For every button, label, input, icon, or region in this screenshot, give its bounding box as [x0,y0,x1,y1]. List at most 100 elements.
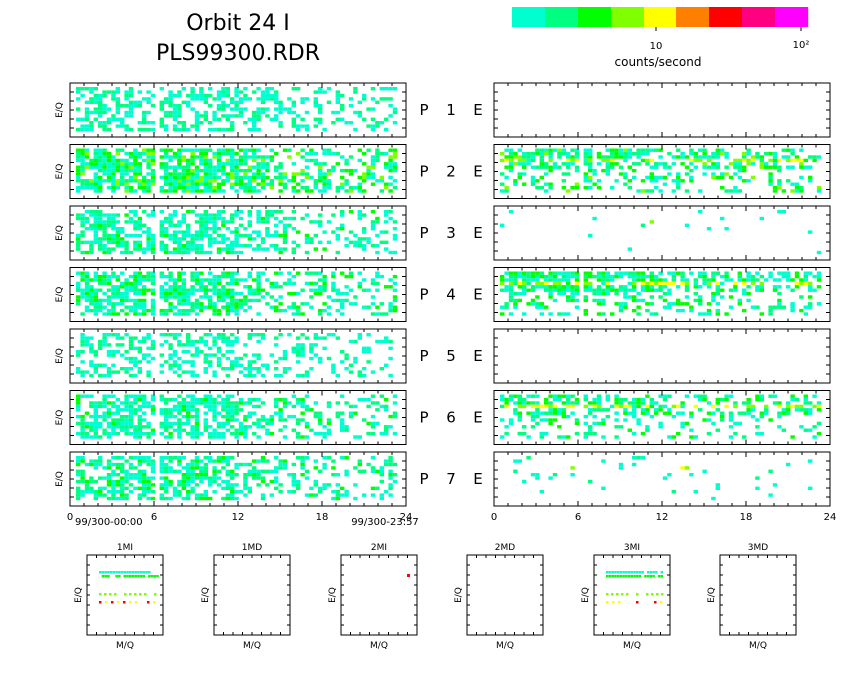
spectrogram-cell [111,480,115,483]
spectrogram-cell [340,350,344,353]
spectrogram-cell [790,405,794,408]
spectrogram-cell [619,272,623,275]
spectrogram-cell [89,401,93,404]
spectrogram-cell [221,107,225,110]
spectrogram-cell [256,289,260,292]
spectrogram-cell [129,412,133,415]
spectrogram-cell [628,295,632,298]
spectrogram-cell [522,285,526,288]
spectrogram-cell [177,159,181,162]
spectrogram-cell [540,285,544,288]
spectrogram-cell [349,405,353,408]
spectrogram-cell [283,370,287,373]
spectrogram-cell [102,162,106,165]
spectrogram-cell [80,224,84,227]
spectrogram-cell [116,237,120,240]
spectrogram-cell [116,466,120,469]
spectrogram-cell [548,289,552,292]
spectrogram-cell [535,306,539,309]
spectrogram-cell [349,155,353,158]
row-label-p: P [419,409,428,427]
spectrogram-cell [584,312,588,315]
spectrogram-cell [340,306,344,309]
spectrogram-cell [190,149,194,152]
spectrogram-cell [234,278,238,281]
spectrogram-cell [344,401,348,404]
spectrogram-cell [760,217,764,220]
spectrogram-cell [252,166,256,169]
spectrogram-cell [362,306,366,309]
spectrogram-cell [597,278,601,281]
spectrogram-cell [292,104,296,107]
spectrogram-cell [584,422,588,425]
spectrogram-cell [129,395,133,398]
spectrogram-cell [795,189,799,192]
spectrogram-cell [654,179,658,182]
spectrogram-cell [111,220,115,223]
spectrogram-cell [94,166,98,169]
spectrogram-cell [336,412,340,415]
spectrogram-cell [164,299,168,302]
spectrogram-cell [305,237,309,240]
spectrogram-cell [89,210,93,213]
spectrogram-cell [570,395,574,398]
spectrogram-cell [584,432,588,435]
spectrogram-cell [650,405,654,408]
spectrogram-cell [270,87,274,90]
spectrogram-cell [138,289,142,292]
spectrogram-cell [799,162,803,165]
spectrogram-cell [129,275,133,278]
spectrogram-cell [270,306,274,309]
spectrogram-cell [817,251,821,254]
spectrogram-cell [164,415,168,418]
spectrogram-cell [296,189,300,192]
spectrogram-cell [177,275,181,278]
spectrogram-cell [274,412,278,415]
spectrogram-cell [217,282,221,285]
spectrogram-cell [680,309,684,312]
spectrogram-cell [358,186,362,189]
spectrogram-cell [751,278,755,281]
spectrogram-cell [366,166,370,169]
spectrogram-cell [685,422,689,425]
spectrogram-cell [234,360,238,363]
spectrogram-cell [614,272,618,275]
spectrogram-cell [107,220,111,223]
spectrogram-cell [720,149,724,152]
spectrogram-cell [278,111,282,114]
spectrogram-cell [133,104,137,107]
spectrogram-cell [353,186,357,189]
spectrogram-cell [151,244,155,247]
spectrogram-cell [658,285,662,288]
spectrogram-cell [129,90,133,93]
spectrogram-cell [808,408,812,411]
spectrogram-cell [623,405,627,408]
spectrogram-cell [129,401,133,404]
spectrogram-cell [628,155,632,158]
spectrogram-cell [292,87,296,90]
spectrogram-cell [146,374,150,377]
spectrogram-cell [782,408,786,411]
spectrogram-cell [322,347,326,350]
spectrogram-cell [270,353,274,356]
spectrogram-cell [234,299,238,302]
spectrogram-cell [239,422,243,425]
spectrogram-cell [252,292,256,295]
spectrogram-cell [133,172,137,175]
spectrogram-cell [817,408,821,411]
spectrogram-cell [133,357,137,360]
spectrogram-cell [208,398,212,401]
spectrogram-cell [151,234,155,237]
spectrogram-cell [755,152,759,155]
spectrogram-cell [256,405,260,408]
spectrogram-cell [314,220,318,223]
spectrogram-cell [116,162,120,165]
spectrogram-cell [322,275,326,278]
spectrogram-cell [102,152,106,155]
spectrogram-cell [199,272,203,275]
spectrogram-cell [274,107,278,110]
spectrogram-cell [256,230,260,233]
spectrogram-cell [234,159,238,162]
spectrogram-cell [107,118,111,121]
spectrogram-cell [111,114,115,117]
